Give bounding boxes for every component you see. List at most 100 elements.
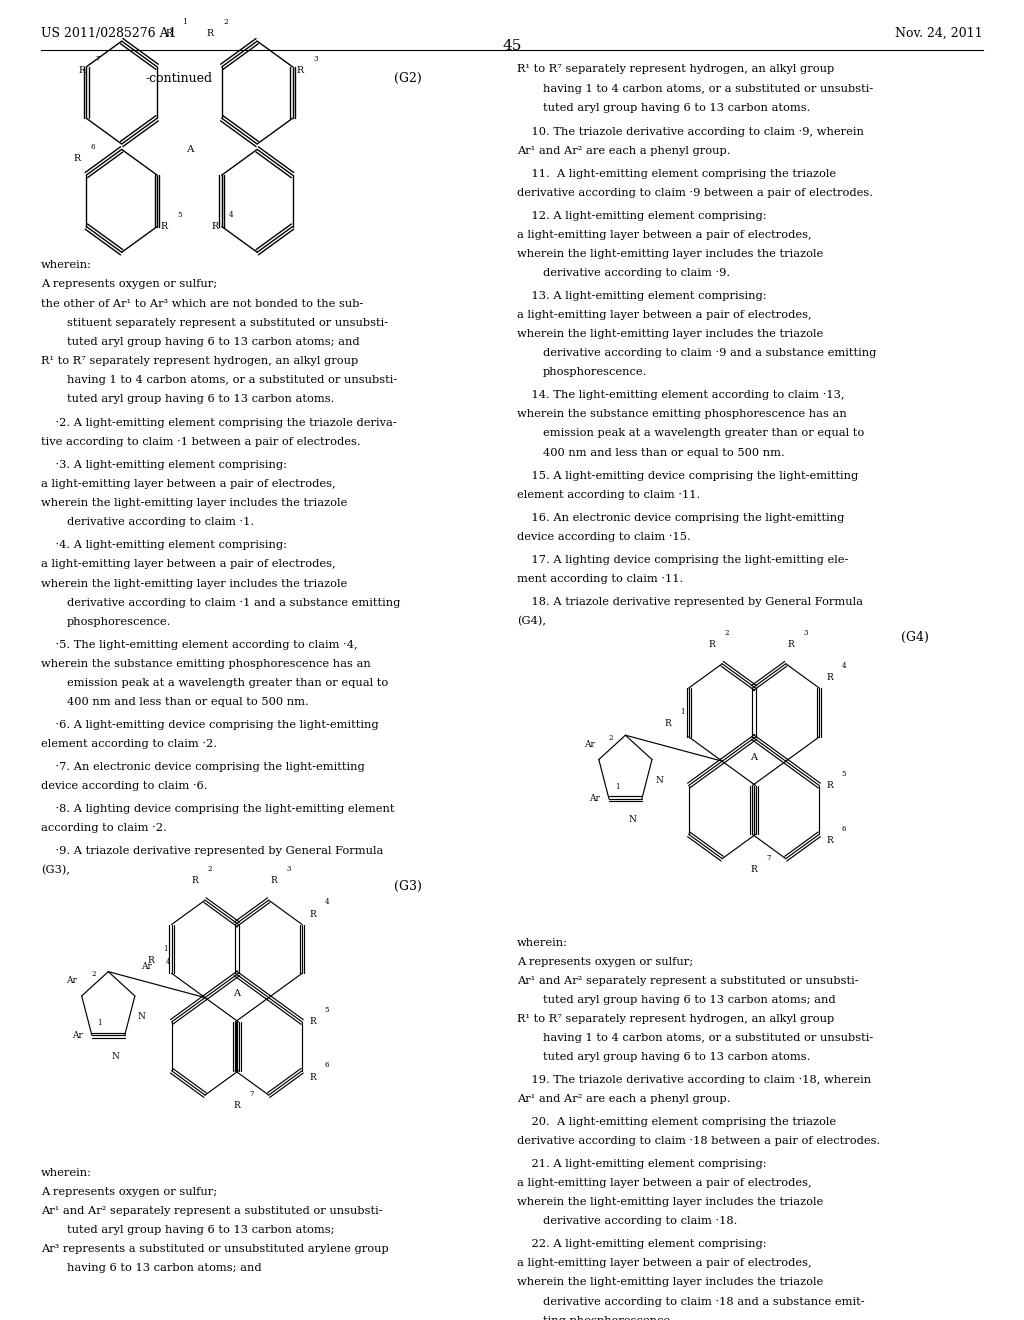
Text: Ar¹ and Ar² separately represent a substituted or unsubsti-: Ar¹ and Ar² separately represent a subst… — [517, 975, 859, 986]
Text: R: R — [147, 956, 155, 965]
Text: 45: 45 — [503, 38, 521, 53]
Text: ·4. A light-emitting element comprising:: ·4. A light-emitting element comprising: — [41, 540, 287, 550]
Text: 2: 2 — [724, 628, 729, 636]
Text: a light-emitting layer between a pair of electrodes,: a light-emitting layer between a pair of… — [517, 1258, 812, 1269]
Text: R: R — [665, 719, 672, 729]
Text: derivative according to claim ·18 and a substance emit-: derivative according to claim ·18 and a … — [543, 1296, 864, 1307]
Text: 1: 1 — [97, 1019, 102, 1027]
Text: phosphorescence.: phosphorescence. — [67, 616, 171, 627]
Text: Ar: Ar — [73, 1031, 83, 1040]
Text: R: R — [233, 1101, 241, 1110]
Text: device according to claim ·6.: device according to claim ·6. — [41, 781, 208, 791]
Text: A: A — [751, 752, 758, 762]
Text: 7: 7 — [766, 854, 771, 862]
Text: 4: 4 — [842, 663, 847, 671]
Text: wherein:: wherein: — [41, 1168, 92, 1177]
Text: a light-emitting layer between a pair of electrodes,: a light-emitting layer between a pair of… — [41, 560, 336, 569]
Text: Ar: Ar — [584, 739, 595, 748]
Text: having 1 to 4 carbon atoms, or a substituted or unsubsti-: having 1 to 4 carbon atoms, or a substit… — [543, 83, 873, 94]
Text: A represents oxygen or sulfur;: A represents oxygen or sulfur; — [41, 1187, 217, 1197]
Text: element according to claim ·11.: element according to claim ·11. — [517, 490, 700, 499]
Text: 1: 1 — [182, 17, 187, 26]
Text: 5: 5 — [842, 770, 847, 777]
Text: having 1 to 4 carbon atoms, or a substituted or unsubsti-: having 1 to 4 carbon atoms, or a substit… — [543, 1034, 873, 1043]
Text: 13. A light-emitting element comprising:: 13. A light-emitting element comprising: — [517, 292, 767, 301]
Text: 2: 2 — [609, 734, 613, 742]
Text: ·9. A triazole derivative represented by General Formula: ·9. A triazole derivative represented by… — [41, 846, 383, 855]
Text: R: R — [309, 1018, 315, 1027]
Text: 15. A light-emitting device comprising the light-emitting: 15. A light-emitting device comprising t… — [517, 470, 858, 480]
Text: a light-emitting layer between a pair of electrodes,: a light-emitting layer between a pair of… — [517, 1179, 812, 1188]
Text: N: N — [629, 816, 637, 824]
Text: 12. A light-emitting element comprising:: 12. A light-emitting element comprising: — [517, 211, 767, 220]
Text: wherein the light-emitting layer includes the triazole: wherein the light-emitting layer include… — [517, 1197, 823, 1208]
Text: derivative according to claim ·18 between a pair of electrodes.: derivative according to claim ·18 betwee… — [517, 1137, 881, 1146]
Text: 18. A triazole derivative represented by General Formula: 18. A triazole derivative represented by… — [517, 597, 863, 607]
Text: R¹ to R⁷ separately represent hydrogen, an alkyl group: R¹ to R⁷ separately represent hydrogen, … — [517, 65, 835, 74]
Text: wherein the light-emitting layer includes the triazole: wherein the light-emitting layer include… — [517, 329, 823, 339]
Text: ·8. A lighting device comprising the light-emitting element: ·8. A lighting device comprising the lig… — [41, 804, 394, 814]
Text: 21. A light-emitting element comprising:: 21. A light-emitting element comprising: — [517, 1159, 767, 1170]
Text: 5: 5 — [177, 211, 182, 219]
Text: 14. The light-emitting element according to claim ·13,: 14. The light-emitting element according… — [517, 391, 845, 400]
Text: ·5. The light-emitting element according to claim ·4,: ·5. The light-emitting element according… — [41, 640, 357, 649]
Text: Ar¹ and Ar² separately represent a substituted or unsubsti-: Ar¹ and Ar² separately represent a subst… — [41, 1205, 383, 1216]
Text: Ar¹ and Ar² are each a phenyl group.: Ar¹ and Ar² are each a phenyl group. — [517, 147, 730, 156]
Text: wherein the substance emitting phosphorescence has an: wherein the substance emitting phosphore… — [41, 659, 371, 669]
Text: Ar: Ar — [590, 795, 600, 804]
Text: 5: 5 — [325, 1006, 330, 1014]
Text: wherein:: wherein: — [517, 937, 568, 948]
Text: tuted aryl group having 6 to 13 carbon atoms.: tuted aryl group having 6 to 13 carbon a… — [67, 393, 334, 404]
Text: 4: 4 — [325, 899, 330, 907]
Text: tive according to claim ·1 between a pair of electrodes.: tive according to claim ·1 between a pai… — [41, 437, 360, 447]
Text: a light-emitting layer between a pair of electrodes,: a light-emitting layer between a pair of… — [41, 479, 336, 490]
Text: R: R — [166, 29, 172, 38]
Text: derivative according to claim ·9 and a substance emitting: derivative according to claim ·9 and a s… — [543, 348, 877, 358]
Text: 3: 3 — [286, 865, 291, 873]
Text: 2: 2 — [223, 17, 228, 26]
Text: wherein the light-emitting layer includes the triazole: wherein the light-emitting layer include… — [41, 578, 347, 589]
Text: ·2. A light-emitting element comprising the triazole deriva-: ·2. A light-emitting element comprising … — [41, 418, 396, 428]
Text: ·7. An electronic device comprising the light-emitting: ·7. An electronic device comprising the … — [41, 762, 365, 772]
Text: Nov. 24, 2011: Nov. 24, 2011 — [895, 28, 983, 40]
Text: A: A — [233, 989, 241, 998]
Text: ment according to claim ·11.: ment according to claim ·11. — [517, 574, 683, 583]
Text: 1: 1 — [681, 709, 685, 717]
Text: derivative according to claim ·18.: derivative according to claim ·18. — [543, 1216, 737, 1226]
Text: R: R — [826, 673, 833, 682]
Text: wherein:: wherein: — [41, 260, 92, 271]
Text: 7: 7 — [249, 1090, 254, 1098]
Text: emission peak at a wavelength greater than or equal to: emission peak at a wavelength greater th… — [67, 677, 388, 688]
Text: 400 nm and less than or equal to 500 nm.: 400 nm and less than or equal to 500 nm. — [543, 447, 784, 458]
Text: Ar¹ and Ar² are each a phenyl group.: Ar¹ and Ar² are each a phenyl group. — [517, 1094, 730, 1104]
Text: 7: 7 — [95, 55, 100, 63]
Text: a light-emitting layer between a pair of electrodes,: a light-emitting layer between a pair of… — [517, 310, 812, 321]
Text: (G3),: (G3), — [41, 865, 70, 875]
Text: stituent separately represent a substituted or unsubsti-: stituent separately represent a substitu… — [67, 318, 388, 327]
Text: Ar: Ar — [67, 975, 78, 985]
Text: wherein the light-emitting layer includes the triazole: wherein the light-emitting layer include… — [517, 249, 823, 259]
Text: 2: 2 — [207, 865, 212, 873]
Text: 3: 3 — [803, 628, 808, 636]
Text: wherein the light-emitting layer includes the triazole: wherein the light-emitting layer include… — [41, 499, 347, 508]
Text: R¹ to R⁷ separately represent hydrogen, an alkyl group: R¹ to R⁷ separately represent hydrogen, … — [517, 1014, 835, 1024]
Text: R: R — [826, 837, 833, 845]
Text: R: R — [74, 154, 80, 164]
Text: 20.  A light-emitting element comprising the triazole: 20. A light-emitting element comprising … — [517, 1117, 837, 1127]
Text: N: N — [138, 1012, 145, 1022]
Text: R: R — [212, 222, 218, 231]
Text: (G4),: (G4), — [517, 615, 546, 626]
Text: wherein the light-emitting layer includes the triazole: wherein the light-emitting layer include… — [517, 1278, 823, 1287]
Text: R: R — [309, 909, 315, 919]
Text: R: R — [207, 29, 213, 38]
Text: 10. The triazole derivative according to claim ·9, wherein: 10. The triazole derivative according to… — [517, 127, 864, 137]
Text: derivative according to claim ·9 between a pair of electrodes.: derivative according to claim ·9 between… — [517, 187, 873, 198]
Text: R: R — [787, 640, 795, 649]
Text: 1: 1 — [614, 783, 620, 791]
Text: device according to claim ·15.: device according to claim ·15. — [517, 532, 691, 541]
Text: 1: 1 — [164, 945, 168, 953]
Text: ting phosphorescence.: ting phosphorescence. — [543, 1316, 674, 1320]
Text: A: A — [185, 145, 194, 154]
Text: 4: 4 — [228, 211, 233, 219]
Text: emission peak at a wavelength greater than or equal to: emission peak at a wavelength greater th… — [543, 429, 864, 438]
